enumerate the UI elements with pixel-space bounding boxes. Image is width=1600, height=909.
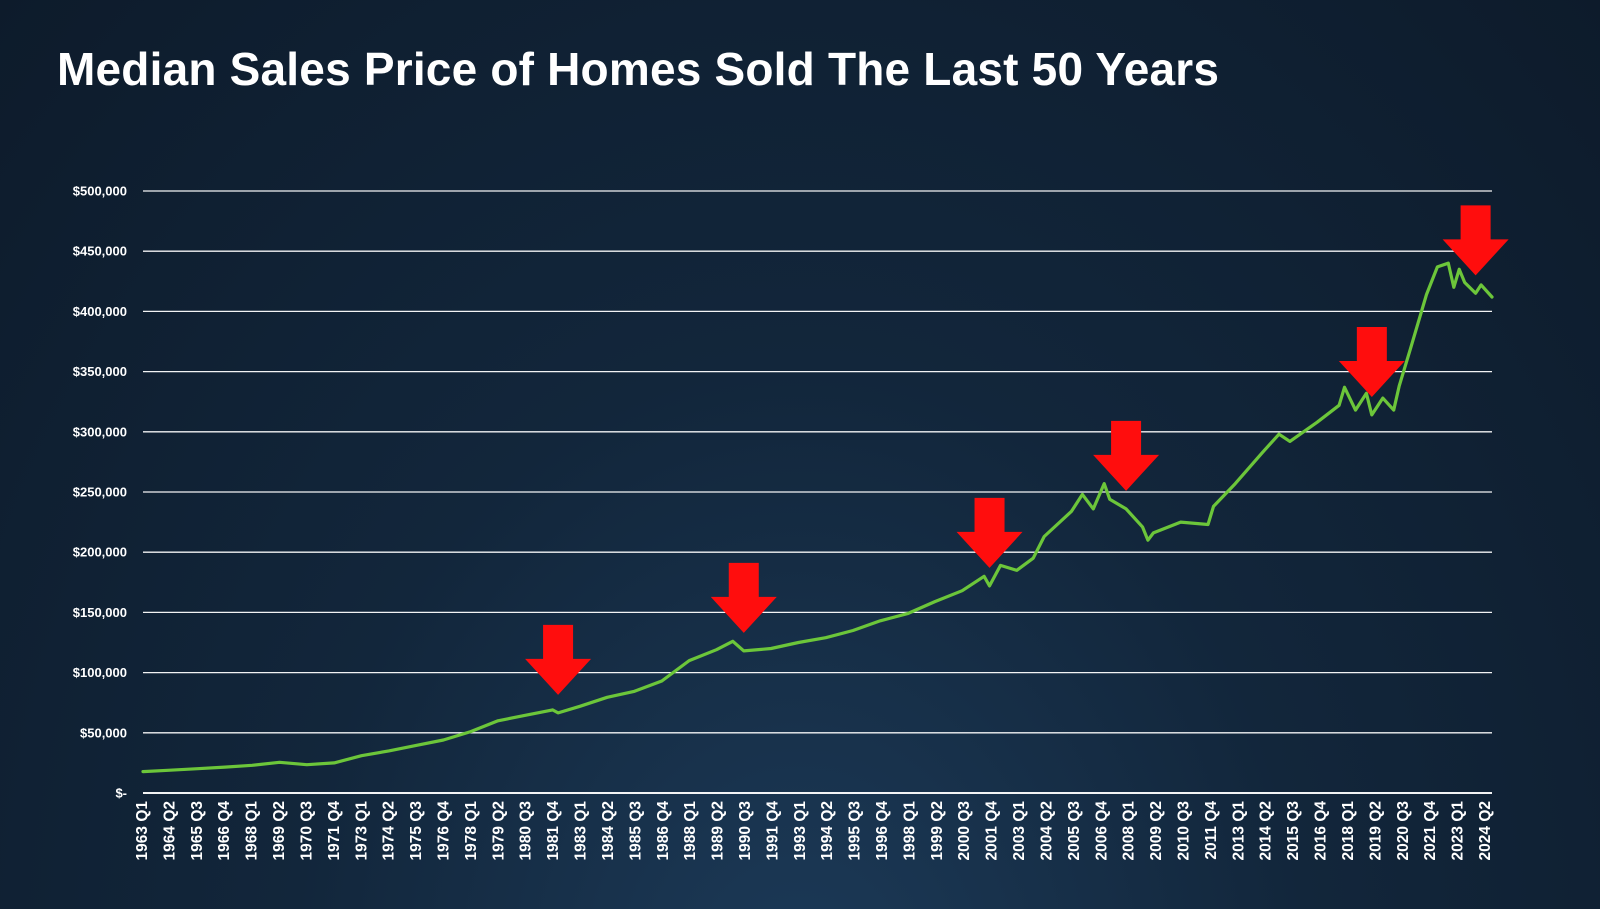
x-tick-label: 1979 Q2	[490, 801, 507, 860]
y-tick-label: $500,000	[73, 184, 127, 199]
x-tick-label: 1973 Q1	[353, 801, 370, 861]
y-tick-label: $50,000	[80, 725, 127, 740]
x-tick-label: 1975 Q3	[408, 801, 425, 861]
red-down-arrow-icon	[710, 562, 777, 633]
y-tick-label: $300,000	[73, 424, 127, 439]
decline-arrows	[525, 205, 1509, 695]
x-tick-label: 1981 Q4	[545, 801, 562, 861]
x-tick-label: 1971 Q4	[326, 801, 343, 861]
series-line	[141, 261, 1494, 774]
x-tick-label: 1996 Q4	[874, 801, 891, 861]
x-axis-tick-labels: 1963 Q1 1964 Q2 1965 Q3 1966 Q4 1968 Q1 1969 …	[134, 801, 1494, 861]
x-tick-label: 1966 Q4	[216, 801, 233, 861]
red-down-arrow-icon	[525, 624, 592, 695]
x-tick-label: 1999 Q2	[929, 801, 946, 860]
x-tick-label: 1984 Q2	[600, 801, 617, 860]
gridlines	[143, 190, 1492, 794]
x-tick-label: 1964 Q2	[161, 801, 178, 860]
x-tick-label: 1974 Q2	[381, 801, 398, 860]
x-tick-label: 1995 Q3	[847, 801, 864, 861]
red-down-arrow-icon	[1093, 420, 1160, 491]
red-down-arrow-icon	[1442, 205, 1509, 276]
y-tick-label: $250,000	[73, 485, 127, 500]
x-tick-label: 1965 Q3	[189, 801, 206, 861]
x-tick-label: 2004 Q2	[1039, 801, 1056, 860]
x-tick-label: 2015 Q3	[1285, 801, 1302, 861]
x-tick-label: 1970 Q3	[298, 801, 315, 861]
x-tick-label: 2021 Q4	[1422, 801, 1439, 861]
x-tick-label: 2024 Q2	[1477, 801, 1494, 860]
x-tick-label: 2011 Q4	[1203, 801, 1220, 860]
x-tick-label: 2023 Q1	[1450, 801, 1467, 861]
x-tick-label: 1986 Q4	[655, 801, 672, 861]
x-tick-label: 2000 Q3	[956, 801, 973, 861]
x-tick-label: 2009 Q2	[1148, 801, 1165, 860]
y-tick-label: $-	[115, 786, 127, 801]
x-tick-label: 1993 Q1	[792, 801, 809, 861]
red-down-arrow-icon	[956, 497, 1023, 568]
x-tick-label: 1989 Q2	[710, 801, 727, 860]
x-tick-label: 1988 Q1	[682, 801, 699, 861]
y-tick-label: $350,000	[73, 364, 127, 379]
x-tick-label: 1991 Q4	[764, 801, 781, 861]
x-tick-label: 1994 Q2	[819, 801, 836, 860]
x-tick-label: 2014 Q2	[1258, 801, 1275, 860]
x-tick-label: 2010 Q3	[1176, 801, 1193, 861]
x-tick-label: 1968 Q1	[244, 801, 261, 861]
x-tick-label: 2005 Q3	[1066, 801, 1083, 861]
y-tick-label: $400,000	[73, 304, 127, 319]
x-tick-label: 2019 Q2	[1367, 801, 1384, 860]
x-tick-label: 2003 Q1	[1011, 801, 1028, 861]
x-tick-label: 1985 Q3	[627, 801, 644, 861]
y-tick-label: $450,000	[73, 244, 127, 259]
x-tick-label: 1983 Q1	[573, 801, 590, 861]
chart-title: Median Sales Price of Homes Sold The Las…	[57, 43, 1220, 95]
x-tick-label: 1976 Q4	[436, 801, 453, 861]
x-tick-label: 2001 Q4	[984, 801, 1001, 861]
x-tick-label: 2018 Q1	[1340, 801, 1357, 861]
x-tick-label: 1963 Q1	[134, 801, 151, 861]
x-tick-label: 1969 Q2	[271, 801, 288, 860]
y-tick-label: $100,000	[73, 665, 127, 680]
x-tick-label: 1998 Q1	[901, 801, 918, 861]
x-tick-label: 1978 Q1	[463, 801, 480, 861]
price-series	[141, 261, 1494, 774]
x-tick-label: 1990 Q3	[737, 801, 754, 861]
x-tick-label: 2016 Q4	[1313, 801, 1330, 861]
y-axis-tick-labels: $- $50,000 $100,000 $150,000 $200,000 $250,00…	[73, 184, 127, 801]
x-tick-label: 2008 Q1	[1121, 801, 1138, 861]
x-tick-label: 2020 Q3	[1395, 801, 1412, 861]
red-down-arrow-icon	[1338, 326, 1405, 397]
x-tick-label: 1980 Q3	[518, 801, 535, 861]
x-tick-label: 2006 Q4	[1093, 801, 1110, 861]
y-tick-label: $150,000	[73, 605, 127, 620]
x-tick-label: 2013 Q1	[1230, 801, 1247, 861]
y-tick-label: $200,000	[73, 545, 127, 560]
